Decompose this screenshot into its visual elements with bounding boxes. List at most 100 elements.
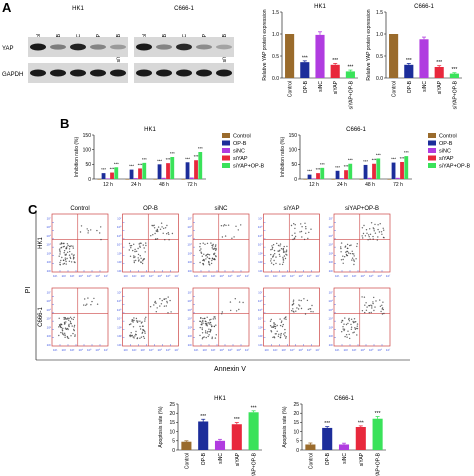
blot-band: [216, 44, 232, 50]
flow-event: [132, 326, 135, 328]
flow-event: [84, 298, 86, 300]
flow-event: [379, 305, 382, 307]
flow-event: [356, 325, 358, 327]
y-tick-label: 10⁶: [117, 299, 122, 303]
bar-sinc: [105, 178, 110, 180]
blot-band: [156, 44, 172, 50]
flow-event: [204, 332, 207, 334]
flow-event: [343, 328, 346, 330]
flow-event: [96, 303, 99, 305]
flow-y-axis-title: PI: [25, 287, 32, 294]
significance-label: ***: [114, 161, 119, 166]
flow-event: [93, 297, 95, 300]
y-tick-label: 10⁷: [117, 216, 121, 220]
flow-event: [209, 321, 211, 324]
flow-event: [342, 262, 344, 264]
bar-sinc: [395, 177, 400, 179]
bar-siyap: [316, 173, 320, 179]
flow-event: [374, 232, 377, 234]
flow-event: [273, 322, 275, 324]
y-tick-label: 10⁴: [46, 317, 51, 321]
flow-event: [137, 260, 140, 262]
significance-label: ***: [400, 156, 405, 161]
flow-event: [160, 303, 163, 305]
x-tick-label: 10³: [211, 348, 215, 352]
bar-control: [331, 179, 336, 180]
flow-event: [350, 326, 353, 328]
y-tick-label: 10: [293, 429, 299, 435]
x-tick-label: siYAP: [359, 452, 365, 466]
flow-event: [270, 253, 272, 256]
x-tick-label: 10⁵: [369, 348, 374, 352]
flow-event: [155, 311, 157, 313]
flow-event: [304, 313, 307, 315]
flow-event: [135, 250, 138, 252]
flow-event: [152, 234, 154, 236]
flow-event: [279, 318, 281, 320]
flow-event: [282, 250, 285, 252]
flow-event: [203, 253, 205, 255]
flow-event: [74, 334, 76, 336]
flow-event: [272, 256, 274, 258]
blot-band: [90, 69, 106, 77]
significance-label: ***: [101, 167, 106, 172]
flow-event: [199, 326, 201, 329]
bar-siyap: [400, 161, 404, 179]
x-tick-label: 10³: [140, 348, 144, 352]
flow-event: [297, 308, 300, 310]
bar-siyap-op-b: [345, 71, 355, 78]
flow-event: [65, 248, 67, 250]
flow-event: [137, 253, 140, 256]
y-axis-title: Apoptosis rate (%): [158, 406, 164, 447]
flow-event: [63, 259, 65, 262]
flow-event: [292, 238, 294, 241]
x-tick-label: 10⁷: [315, 348, 319, 352]
flow-event: [371, 305, 373, 307]
flow-event: [275, 256, 277, 258]
flow-event: [140, 336, 143, 338]
flow-event: [201, 338, 204, 340]
y-tick-label: 10⁵: [258, 234, 263, 238]
flow-event: [279, 263, 281, 265]
x-tick-label: 10⁴: [219, 274, 224, 278]
x-tick-label: 12 h: [103, 182, 113, 188]
legend-label: OP-B: [439, 141, 453, 147]
bar-op-b: [404, 64, 414, 78]
x-tick-label: 10³: [211, 274, 215, 278]
flow-event: [73, 316, 75, 319]
flow-event: [279, 243, 282, 245]
flow-event: [73, 329, 75, 332]
flow-event: [154, 301, 156, 304]
flow-event: [69, 250, 71, 253]
flow-event: [203, 336, 205, 338]
bar-siyap-op-b: [320, 167, 325, 179]
flow-event: [66, 335, 69, 338]
flow-event: [353, 318, 356, 320]
flow-event: [64, 259, 67, 261]
y-tick-label: 10³: [47, 251, 51, 255]
x-tick-label: 10⁵: [157, 348, 162, 352]
flow-event: [364, 311, 366, 314]
flow-event: [353, 253, 355, 255]
y-tick-label: 15: [169, 420, 175, 426]
x-tick-label: 10⁷: [104, 274, 108, 278]
flow-event: [135, 330, 137, 333]
flow-column-title: OP-B: [143, 206, 158, 212]
flow-event: [68, 260, 71, 262]
y-axis-title: Inhibition ratio (%): [280, 137, 286, 178]
y-tick-label: 10⁵: [258, 308, 263, 312]
y-tick-label: 100: [83, 147, 92, 153]
flow-event: [348, 320, 351, 322]
significance-label: ***: [129, 164, 134, 169]
flow-event: [69, 257, 72, 260]
flow-event: [291, 234, 293, 237]
y-tick-label: 10⁵: [328, 308, 333, 312]
flow-event: [159, 305, 161, 307]
flow-event: [202, 317, 204, 320]
x-tick-label: 10¹: [335, 348, 339, 352]
x-tick-label: 10⁵: [228, 274, 233, 278]
flow-event: [381, 304, 383, 306]
flow-event: [301, 236, 303, 238]
flow-event: [73, 326, 76, 328]
flow-event: [144, 330, 146, 333]
